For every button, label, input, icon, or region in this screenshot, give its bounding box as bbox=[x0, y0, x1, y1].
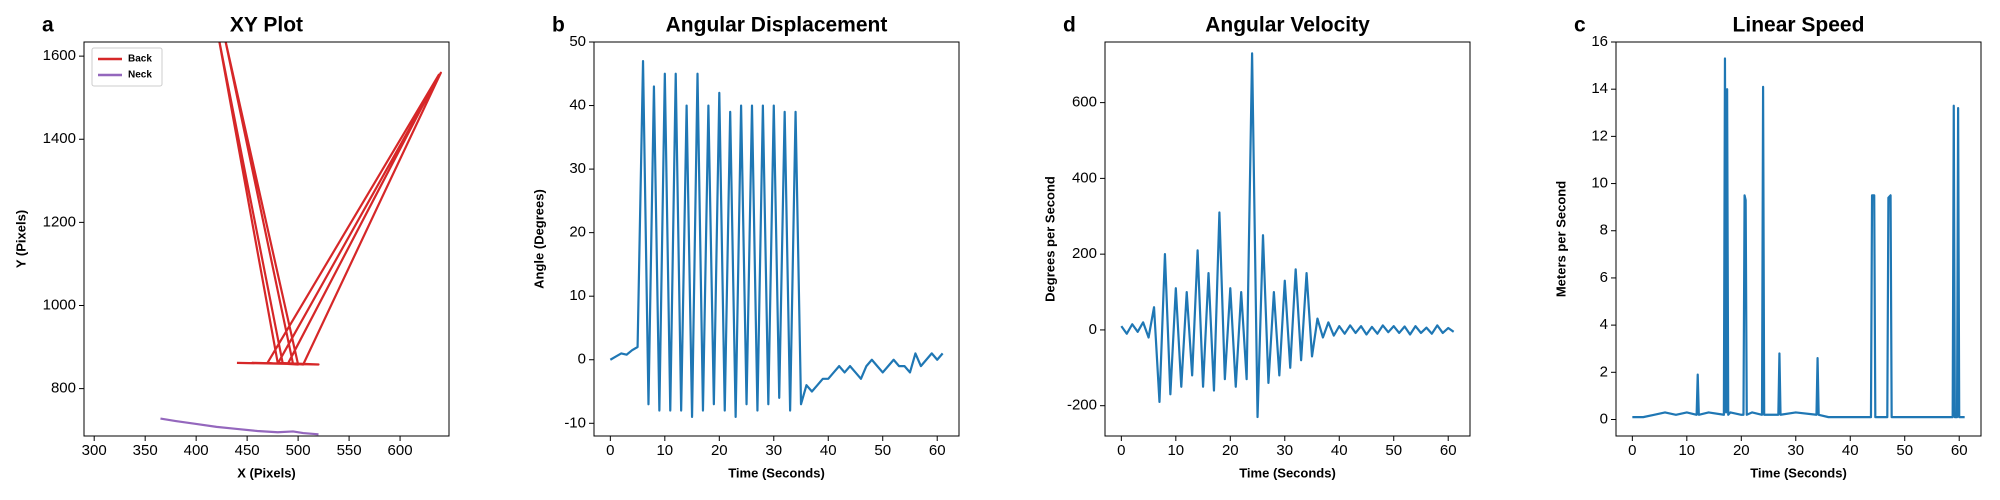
x-tick-label: 10 bbox=[1167, 442, 1184, 459]
chart-title: Angular Displacement bbox=[666, 14, 888, 37]
y-tick-label: 1400 bbox=[43, 130, 76, 147]
data-line bbox=[160, 417, 319, 436]
y-tick-label: 1600 bbox=[43, 47, 76, 64]
y-tick-label: 50 bbox=[569, 33, 586, 50]
x-tick-label: 550 bbox=[337, 442, 362, 459]
x-tick-label: 350 bbox=[133, 442, 158, 459]
panel-label: a bbox=[42, 14, 54, 37]
y-tick-label: 1000 bbox=[43, 296, 76, 313]
data-line bbox=[609, 59, 944, 419]
panel-label: b bbox=[552, 14, 565, 37]
y-tick-label: 6 bbox=[1600, 269, 1608, 286]
x-tick-label: 0 bbox=[1628, 442, 1636, 459]
x-tick-label: 20 bbox=[1222, 442, 1239, 459]
x-tick-label: 0 bbox=[1117, 442, 1125, 459]
x-tick-label: 60 bbox=[1440, 442, 1457, 459]
panel: d Angular Velocity Time (Seconds) Degrees p… bbox=[1042, 14, 1471, 480]
data-line bbox=[1632, 57, 1965, 419]
x-tick-label: 500 bbox=[286, 442, 311, 459]
x-tick-label: 50 bbox=[1896, 442, 1913, 459]
y-axis-label: Angle (Degrees) bbox=[531, 189, 546, 289]
y-tick-label: 16 bbox=[1591, 33, 1608, 50]
y-tick-label: 10 bbox=[1591, 175, 1608, 192]
legend-label: Neck bbox=[128, 70, 152, 81]
x-tick-label: 10 bbox=[656, 442, 673, 459]
y-tick-label: 10 bbox=[569, 287, 586, 304]
x-tick-label: 0 bbox=[606, 442, 614, 459]
x-tick-label: 600 bbox=[388, 442, 413, 459]
chart-title: Angular Velocity bbox=[1205, 14, 1370, 37]
y-tick-label: 30 bbox=[569, 160, 586, 177]
y-tick-label: 2 bbox=[1600, 363, 1608, 380]
x-tick-label: 10 bbox=[1678, 442, 1695, 459]
data-line bbox=[1120, 52, 1455, 419]
y-tick-label: -10 bbox=[564, 414, 586, 431]
y-tick-label: 14 bbox=[1591, 80, 1608, 97]
legend-label: Back bbox=[128, 54, 152, 65]
x-tick-label: 20 bbox=[1733, 442, 1750, 459]
axes-frame bbox=[593, 41, 960, 437]
y-tick-label: 600 bbox=[1072, 94, 1097, 111]
panel-label: c bbox=[1574, 14, 1586, 37]
x-tick-label: 20 bbox=[711, 442, 728, 459]
y-tick-label: 0 bbox=[1089, 321, 1097, 338]
y-tick-label: 40 bbox=[569, 97, 586, 114]
data-line bbox=[218, 42, 442, 366]
y-tick-label: 12 bbox=[1591, 127, 1608, 144]
chart-title: Linear Speed bbox=[1733, 14, 1865, 37]
x-tick-label: 50 bbox=[874, 442, 891, 459]
y-tick-label: 4 bbox=[1600, 316, 1608, 333]
panel: c Linear Speed Time (Seconds) Meters per Se… bbox=[1553, 14, 1982, 480]
y-tick-label: 200 bbox=[1072, 245, 1097, 262]
y-axis-label: Y (Pixels) bbox=[13, 210, 28, 268]
y-tick-label: -200 bbox=[1067, 397, 1097, 414]
y-tick-label: 20 bbox=[569, 224, 586, 241]
x-axis-label: Time (Seconds) bbox=[1750, 465, 1847, 480]
x-axis-label: Time (Seconds) bbox=[728, 465, 825, 480]
y-tick-label: 0 bbox=[578, 351, 586, 368]
x-tick-label: 60 bbox=[1951, 442, 1968, 459]
x-tick-label: 40 bbox=[820, 442, 837, 459]
axes-frame bbox=[83, 41, 450, 437]
axes-frame bbox=[1104, 41, 1471, 437]
y-axis-label: Degrees per Second bbox=[1042, 176, 1057, 302]
x-tick-label: 30 bbox=[765, 442, 782, 459]
x-tick-label: 30 bbox=[1276, 442, 1293, 459]
x-tick-label: 60 bbox=[929, 442, 946, 459]
x-tick-label: 300 bbox=[82, 442, 107, 459]
x-axis-label: X (Pixels) bbox=[237, 465, 296, 480]
x-tick-label: 400 bbox=[184, 442, 209, 459]
legend-box bbox=[91, 47, 163, 87]
x-axis-label: Time (Seconds) bbox=[1239, 465, 1336, 480]
x-tick-label: 40 bbox=[1331, 442, 1348, 459]
x-tick-label: 30 bbox=[1787, 442, 1804, 459]
panel-label: d bbox=[1063, 14, 1076, 37]
x-tick-label: 50 bbox=[1385, 442, 1402, 459]
x-tick-label: 40 bbox=[1842, 442, 1859, 459]
y-tick-label: 800 bbox=[51, 380, 76, 397]
chart-title: XY Plot bbox=[230, 14, 303, 37]
y-tick-label: 8 bbox=[1600, 222, 1608, 239]
panel: b Angular Displacement Time (Seconds) Angle… bbox=[531, 14, 960, 480]
y-tick-label: 0 bbox=[1600, 410, 1608, 427]
y-tick-label: 1200 bbox=[43, 213, 76, 230]
panel: a XY Plot X (Pixels) Y (Pixels) 300 350 400 450… bbox=[13, 14, 450, 480]
y-tick-label: 400 bbox=[1072, 169, 1097, 186]
x-tick-label: 450 bbox=[235, 442, 260, 459]
axes-frame bbox=[1615, 41, 1982, 437]
y-axis-label: Meters per Second bbox=[1553, 181, 1568, 297]
